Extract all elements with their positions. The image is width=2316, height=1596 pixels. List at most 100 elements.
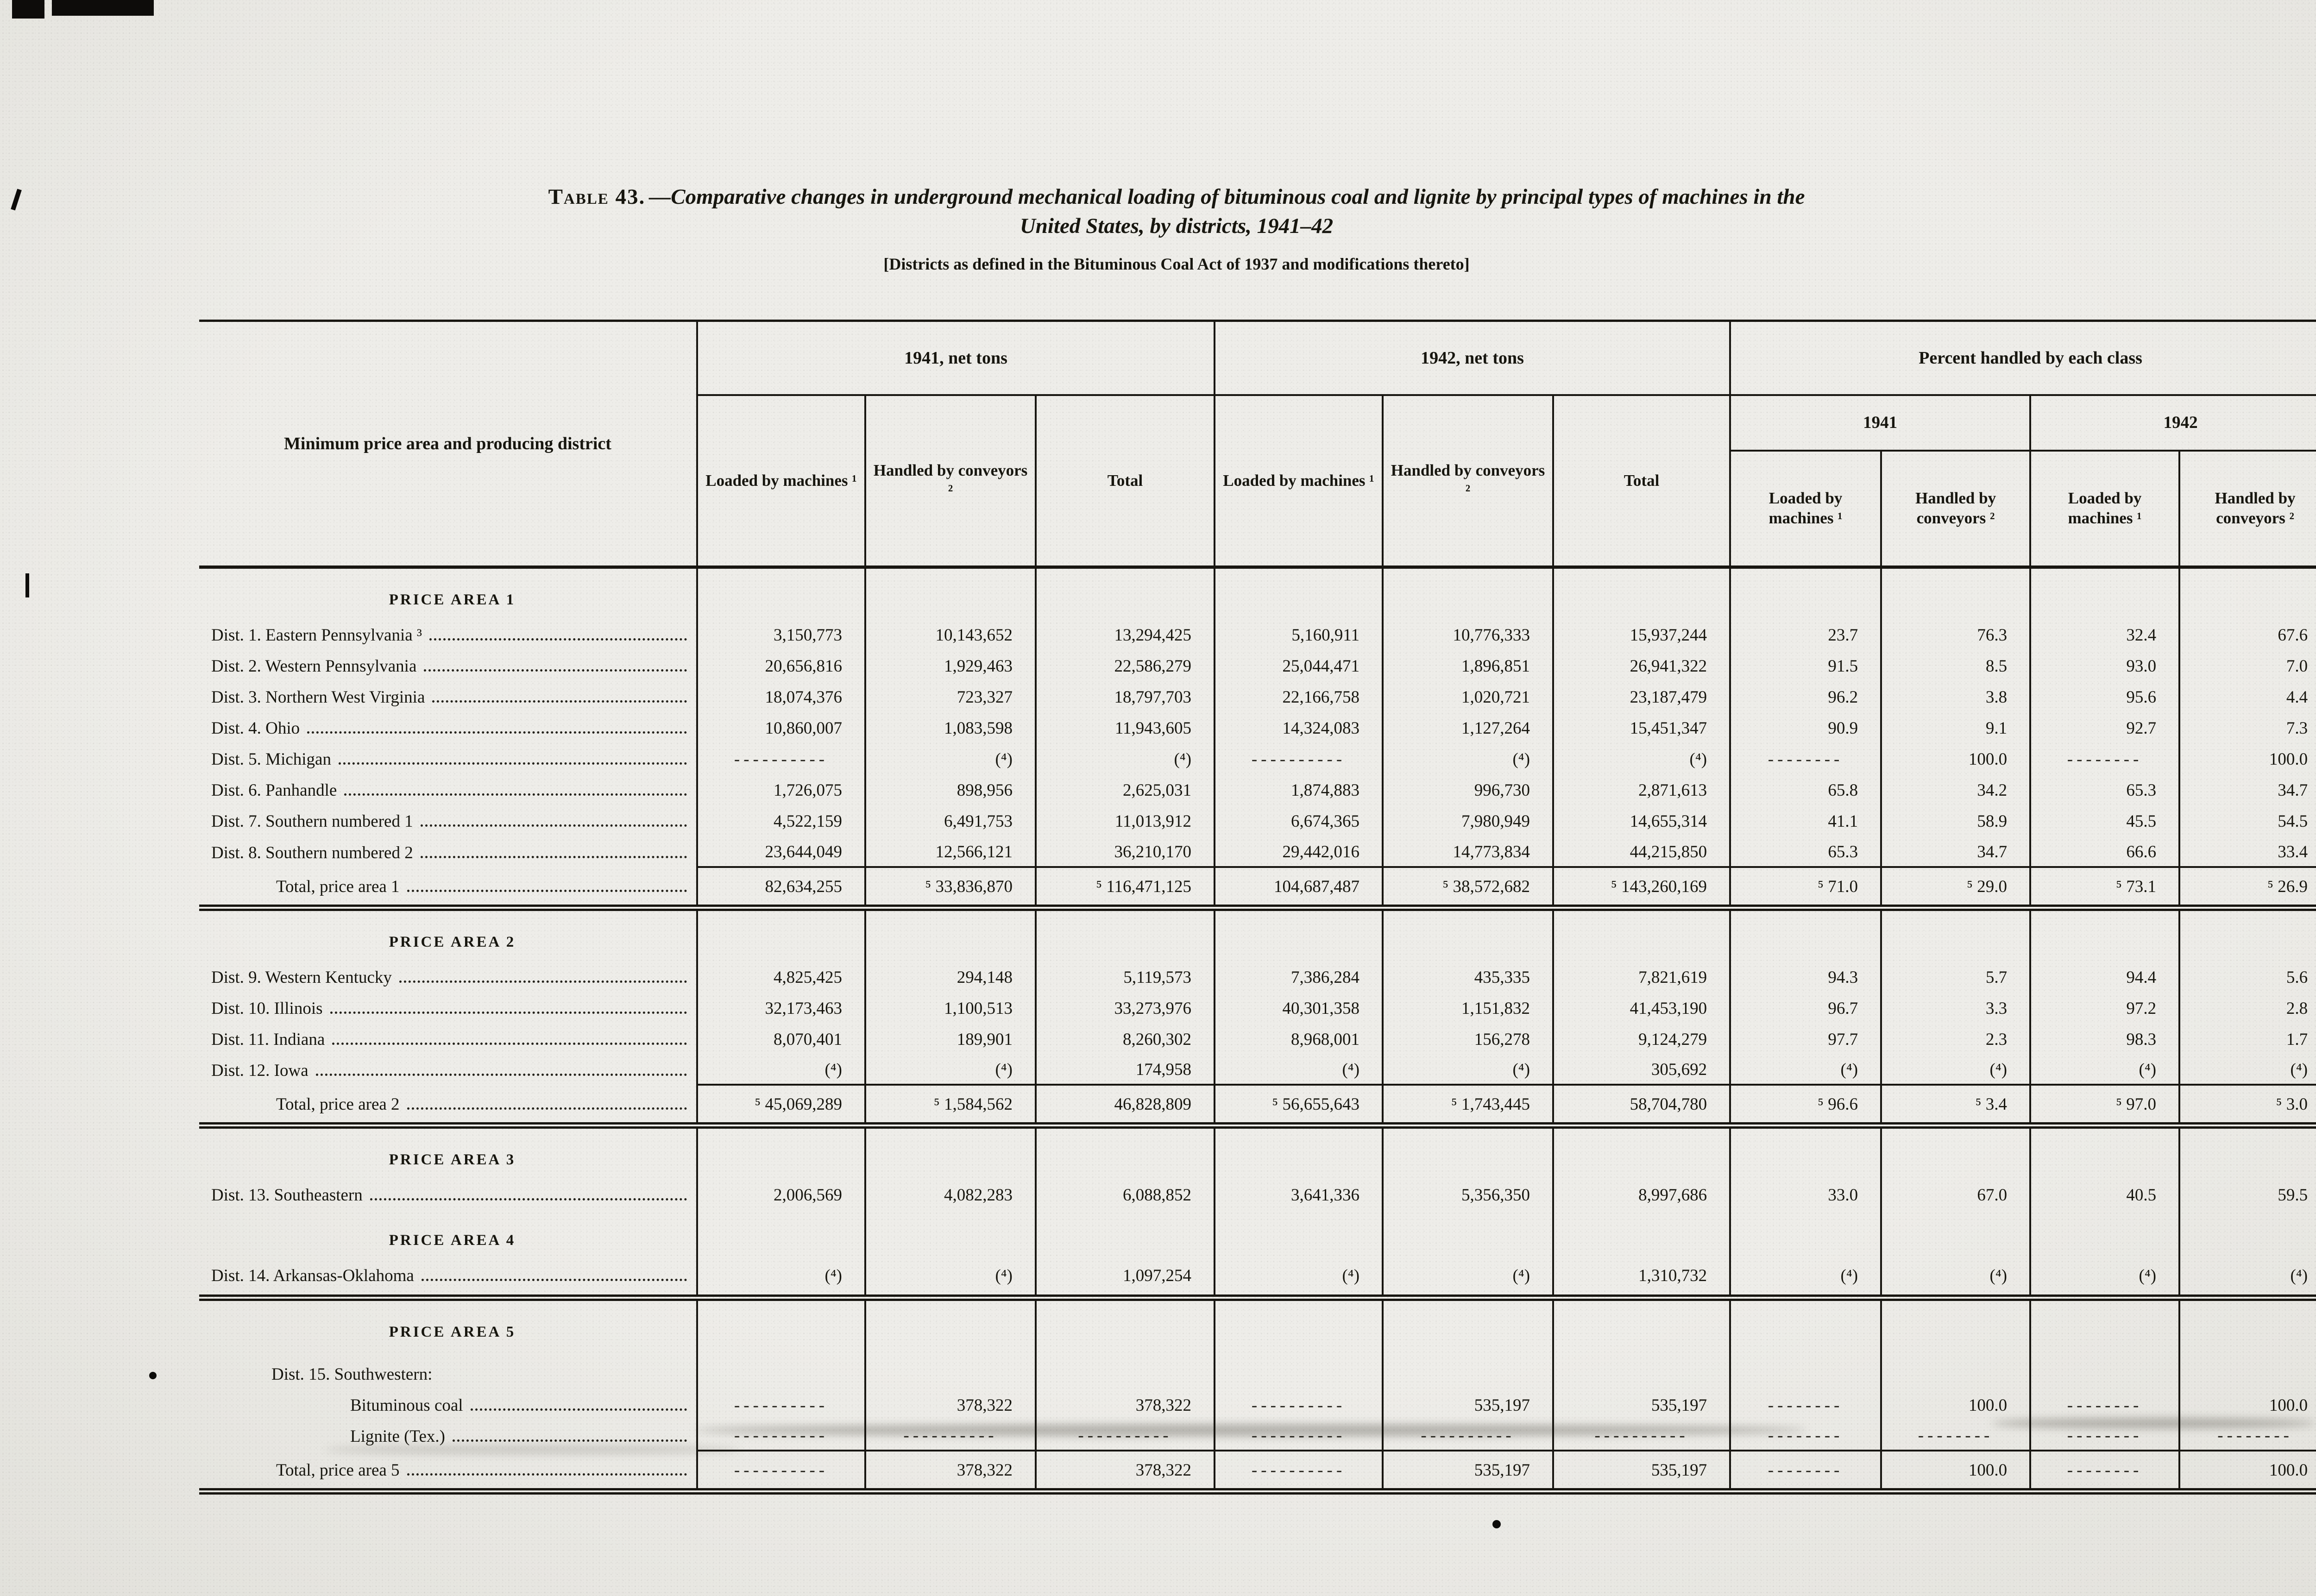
value-cell: 33.0 xyxy=(1729,1178,1882,1210)
value-cell: (⁴) xyxy=(1729,1258,1882,1301)
group-header-1942: 1942, net tons xyxy=(1214,320,1731,396)
header-group-row: Minimum price area and producing distric… xyxy=(199,320,2316,453)
value-cell: 45.5 xyxy=(2029,804,2180,836)
value-cell: 22,166,758 xyxy=(1214,680,1383,712)
value-cell: (⁴) xyxy=(864,1258,1036,1301)
section-row: PRICE AREA 5 xyxy=(199,1298,2316,1351)
value-cell: (⁴) xyxy=(2029,1053,2180,1085)
table-row: Dist. 13. Southeastern 2,006,569 4,082,283… xyxy=(199,1178,2316,1210)
row-label-cell: PRICE AREA 1 xyxy=(199,567,697,618)
value-cell: 100.0 xyxy=(1880,742,2031,774)
value-cell: 1,874,883 xyxy=(1214,773,1383,805)
row-label: Dist. 4. Ohio xyxy=(211,719,300,738)
row-label-cell: Dist. 4. Ohio xyxy=(199,711,697,742)
table-row: Dist. 4. Ohio 10,860,007 1,083,598 11,943,6… xyxy=(199,711,2316,743)
value-cell xyxy=(1729,1350,1882,1389)
row-label-cell: Dist. 15. Southwestern: xyxy=(199,1351,697,1389)
value-cell: ⁵ 116,471,125 xyxy=(1034,866,1215,911)
value-cell: 535,197 xyxy=(1382,1389,1554,1420)
value-cell: ⁵ 38,572,682 xyxy=(1382,866,1554,911)
value-cell: 41,453,190 xyxy=(1552,991,1731,1023)
section-heading: PRICE AREA 2 xyxy=(389,933,516,950)
value-cell: 378,322 xyxy=(1034,1450,1215,1495)
value-cell: 3,150,773 xyxy=(696,618,865,649)
col-header-pct-handled-1942: Handled by conveyors ² xyxy=(2178,451,2316,567)
table-row: Dist. 2. Western Pennsylvania 20,656,816 1… xyxy=(199,649,2316,681)
value-cell: 41.1 xyxy=(1729,804,1882,836)
value-cell: 7,980,949 xyxy=(1382,804,1554,836)
value-cell: 65.3 xyxy=(1729,836,1882,867)
row-label: Dist. 15. Southwestern: xyxy=(271,1364,433,1384)
value-cell: (⁴) xyxy=(1729,1053,1882,1085)
value-cell: 1,100,513 xyxy=(864,991,1036,1023)
value-cell xyxy=(2178,907,2316,961)
col-header-handled-1941: Handled by conveyors ² xyxy=(864,395,1036,567)
value-cell: 1,097,254 xyxy=(1034,1258,1215,1301)
value-cell: 8.5 xyxy=(1880,649,2031,681)
value-cell: 23,644,049 xyxy=(696,836,865,867)
value-cell: 104,687,487 xyxy=(1214,866,1383,911)
value-cell xyxy=(1729,1125,1882,1178)
value-cell: ⁵ 73.1 xyxy=(2029,866,2180,911)
value-cell: (⁴) xyxy=(1880,1258,2031,1301)
dot-leader xyxy=(421,1262,687,1281)
row-label-cell: Dist. 7. Southern numbered 1 xyxy=(199,804,697,836)
value-cell: (⁴) xyxy=(1552,742,1731,774)
value-cell: 898,956 xyxy=(864,773,1036,805)
value-cell: 7,821,619 xyxy=(1552,960,1731,992)
dot-leader xyxy=(420,807,687,827)
value-cell: -------- xyxy=(1729,1389,1882,1420)
header-sub-row: Loaded by machines ¹ Handled by conveyor… xyxy=(199,395,2316,567)
value-cell xyxy=(1880,567,2031,618)
value-cell: 29,442,016 xyxy=(1214,836,1383,867)
value-cell: -------- xyxy=(2029,1450,2180,1495)
row-label: Dist. 11. Indiana xyxy=(211,1030,325,1049)
value-cell: 40,301,358 xyxy=(1214,991,1383,1023)
row-label-cell: Bituminous coal xyxy=(199,1389,697,1420)
row-label: Total, price area 2 xyxy=(276,1095,400,1114)
row-label-cell: Dist. 12. Iowa xyxy=(199,1054,697,1085)
value-cell: 65.8 xyxy=(1729,773,1882,805)
section-heading: PRICE AREA 1 xyxy=(389,591,516,608)
label-row: Dist. 15. Southwestern: xyxy=(199,1350,2316,1389)
value-cell: 1.7 xyxy=(2178,1022,2316,1054)
value-cell: ⁵ 1,743,445 xyxy=(1382,1083,1554,1129)
value-cell xyxy=(1552,907,1731,961)
value-cell: (⁴) xyxy=(1382,742,1554,774)
value-cell: 4,825,425 xyxy=(696,960,865,992)
value-cell: 2,625,031 xyxy=(1034,773,1215,805)
value-cell xyxy=(864,907,1036,961)
value-cell: 34.7 xyxy=(1880,836,2031,867)
row-label-cell: Total, price area 1 xyxy=(199,867,697,911)
row-label-cell: Total, price area 2 xyxy=(199,1085,697,1129)
value-cell: ⁵ 33,836,870 xyxy=(864,866,1036,911)
row-label-cell: Dist. 5. Michigan xyxy=(199,742,697,773)
value-cell: -------- xyxy=(1729,742,1882,774)
value-cell xyxy=(1552,1298,1731,1351)
value-cell: 33,273,976 xyxy=(1034,991,1215,1023)
value-cell: ⁵ 3.0 xyxy=(2178,1083,2316,1129)
dot-leader xyxy=(332,1025,687,1045)
value-cell: 535,197 xyxy=(1552,1389,1731,1420)
value-cell: 6,491,753 xyxy=(864,804,1036,836)
section-row: PRICE AREA 2 xyxy=(199,907,2316,961)
percent-year-1941: 1941 xyxy=(1729,395,2031,452)
value-cell: ---------- xyxy=(1214,742,1383,774)
table-row: Lignite (Tex.) ---------- ---------- ------… xyxy=(199,1420,2316,1451)
dot-leader xyxy=(399,963,687,983)
value-cell: 22,586,279 xyxy=(1034,649,1215,681)
col-header-loaded-1941: Loaded by machines ¹ xyxy=(696,395,865,567)
dot-leader xyxy=(307,714,687,734)
value-cell xyxy=(1034,1350,1215,1389)
total-row: Total, price area 2 ⁵ 45,069,289 ⁵ 1,584,5… xyxy=(199,1083,2316,1129)
value-cell: 100.0 xyxy=(2178,742,2316,774)
value-cell: ---------- xyxy=(864,1420,1036,1451)
value-cell: 174,958 xyxy=(1034,1053,1215,1085)
value-cell xyxy=(1034,907,1215,961)
dot-leader xyxy=(370,1181,687,1200)
col-header-total-1941: Total xyxy=(1034,395,1215,567)
value-cell xyxy=(1034,1125,1215,1178)
value-cell: 15,937,244 xyxy=(1552,618,1731,649)
value-cell: 98.3 xyxy=(2029,1022,2180,1054)
value-cell xyxy=(1214,907,1383,961)
